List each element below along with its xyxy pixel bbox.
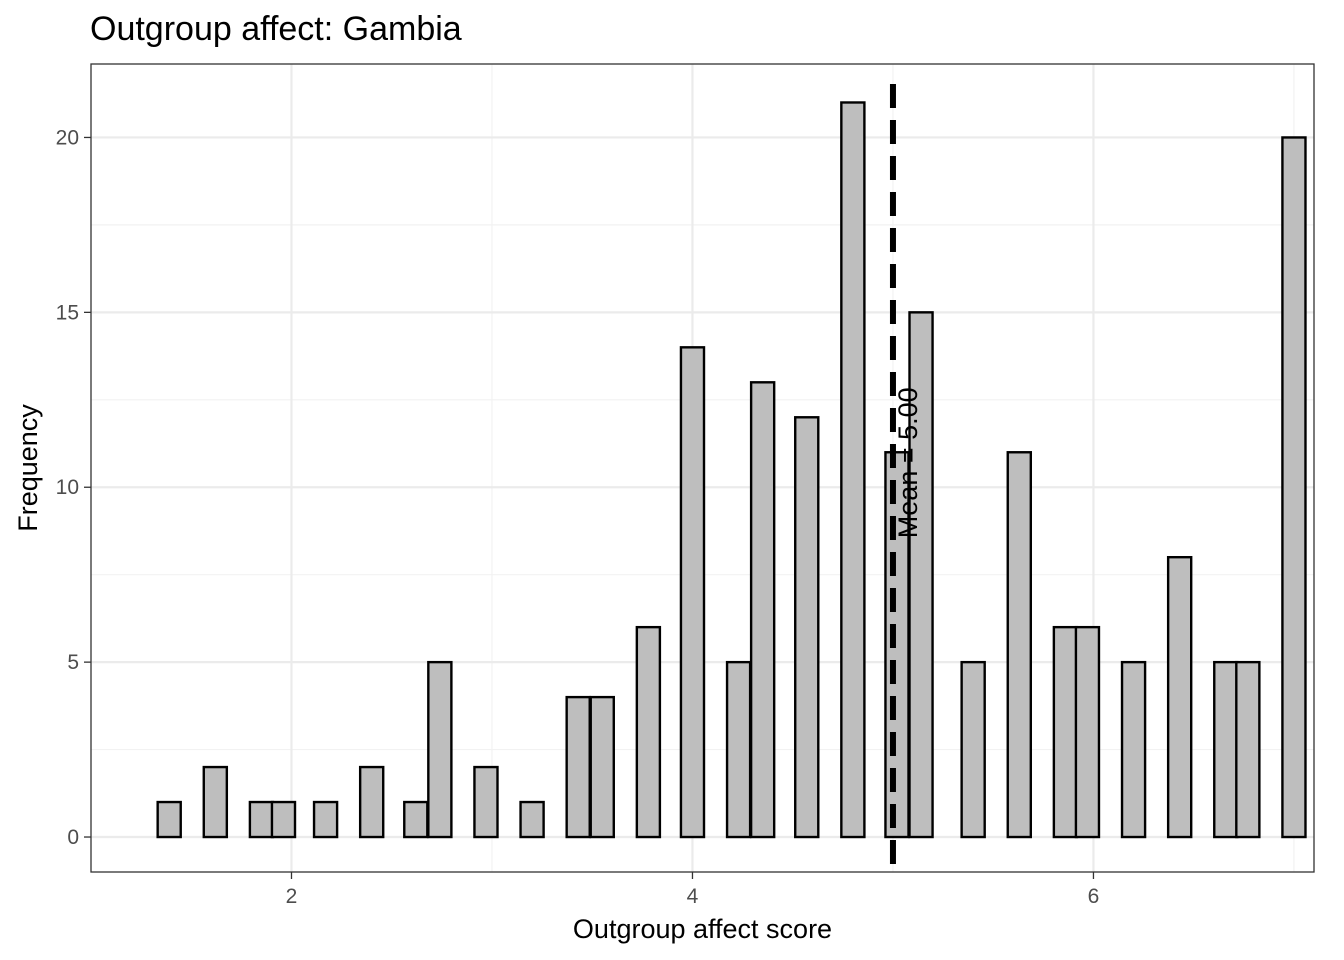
x-tick-label: 6 (1088, 885, 1100, 908)
histogram-bar (565, 695, 591, 839)
histogram-bar (1213, 660, 1239, 839)
histogram-bar (473, 765, 499, 839)
histogram-bar (1166, 555, 1193, 839)
histogram-bar (312, 800, 339, 839)
x-tick-label: 4 (687, 885, 699, 908)
panel-border (90, 63, 1315, 873)
bars (156, 101, 1307, 839)
histogram-bar (248, 800, 275, 839)
chart-title: Outgroup affect: Gambia (90, 10, 462, 48)
mean-label: Mean = 5.00 (893, 387, 923, 538)
histogram-bar (589, 695, 615, 839)
histogram-bar (1006, 451, 1033, 839)
histogram-bar (749, 381, 776, 839)
histogram-bar (1074, 625, 1101, 839)
histogram-bar (156, 800, 182, 839)
histogram-bar (908, 311, 934, 839)
histogram-bar (519, 800, 545, 839)
histogram-bar (725, 660, 752, 839)
y-tick-label: 20 (56, 126, 79, 149)
x-axis-title: Outgroup affect score (573, 914, 832, 944)
mean-line-group: Mean = 5.00 (889, 84, 923, 872)
histogram-bar (358, 765, 385, 839)
histogram-bar (1052, 625, 1079, 839)
axis-ticks: 2 4 6 0 5 10 15 20 (56, 126, 1100, 908)
histogram-bar (960, 660, 986, 839)
histogram-bar (1235, 660, 1261, 839)
y-tick-label: 5 (67, 651, 79, 674)
histogram-bar (1281, 136, 1307, 839)
histogram-bar (635, 625, 662, 839)
histogram-bar (403, 800, 429, 839)
x-tick-label: 2 (286, 885, 298, 908)
y-axis-title: Frequency (13, 404, 43, 532)
y-tick-label: 0 (67, 826, 79, 849)
histogram-bar (1120, 660, 1147, 839)
y-tick-label: 15 (56, 301, 79, 324)
histogram-bar (270, 800, 297, 839)
histogram-bar (202, 765, 229, 839)
y-tick-label: 10 (56, 476, 79, 499)
histogram-bar (679, 346, 706, 839)
histogram-bar (794, 416, 820, 839)
histogram-bar (840, 101, 866, 839)
histogram-bar (427, 660, 453, 839)
